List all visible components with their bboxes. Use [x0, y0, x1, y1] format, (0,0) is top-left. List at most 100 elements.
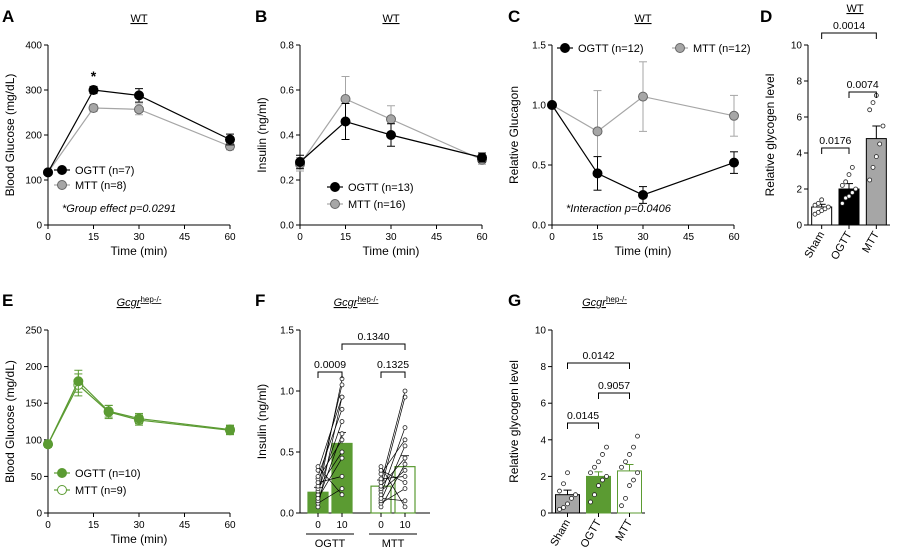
panel-letter-a: A — [2, 7, 14, 26]
paired-line — [380, 457, 406, 487]
comparison-bracket — [821, 147, 850, 154]
paired-point — [402, 455, 408, 461]
y-tick-label: 2 — [540, 472, 546, 483]
bar — [586, 475, 611, 514]
y-tick-label: 150 — [25, 399, 42, 410]
paired-line — [380, 439, 406, 475]
paired-line — [317, 488, 343, 504]
data-point — [134, 413, 144, 424]
scatter-point — [867, 107, 873, 113]
panel-letter-f: F — [255, 291, 265, 310]
scatter-point — [561, 505, 566, 510]
paired-point — [402, 486, 408, 492]
paired-line — [380, 476, 406, 480]
scatter-point — [592, 464, 597, 470]
scatter-point — [561, 481, 566, 487]
y-axis-label: Relative glycogen level — [507, 360, 521, 483]
series-line — [47, 89, 231, 173]
scatter-point — [557, 506, 562, 512]
x-tick-label: 30 — [133, 520, 145, 531]
paired-point — [339, 394, 345, 400]
chart-title-text: WT — [130, 13, 147, 25]
data-point — [547, 100, 557, 110]
data-point — [88, 103, 99, 113]
data-point — [592, 168, 603, 179]
legend-marker — [560, 43, 570, 53]
paired-point — [402, 467, 408, 473]
data-point — [225, 134, 235, 145]
y-tick-label: 6 — [796, 113, 802, 124]
scatter-point — [596, 459, 601, 465]
chart-title-superscript: hep-/- — [606, 295, 627, 304]
data-point — [638, 190, 648, 200]
paired-point — [402, 480, 408, 485]
scatter-point — [557, 488, 562, 494]
paired-point — [402, 473, 408, 479]
comparison-p-value: 0.1325 — [377, 359, 409, 371]
legend-marker — [330, 182, 340, 192]
scatter-point — [877, 141, 883, 147]
scatter-point — [565, 470, 570, 476]
y-tick-label: 0.0 — [280, 509, 294, 520]
y-tick-label: 0 — [796, 221, 802, 232]
y-tick-label: 300 — [25, 86, 42, 97]
chart-title-E: Gcgrhep-/- — [117, 295, 162, 309]
data-point — [386, 130, 396, 140]
group-label: OGTT — [315, 538, 346, 550]
comparison-p-value: 0.0142 — [582, 350, 614, 362]
paired-line — [317, 433, 343, 501]
y-tick-label: 100 — [25, 435, 42, 446]
x-tick-label: 30 — [637, 232, 649, 243]
x-axis-label: Time (min) — [363, 244, 420, 258]
x-tick-label: 30 — [385, 232, 397, 243]
paired-line — [380, 427, 406, 495]
paired-line — [380, 469, 406, 483]
scatter-point — [592, 492, 597, 498]
legend-label: MTT (n=12) — [693, 43, 751, 55]
y-tick-label: 1.5 — [280, 326, 294, 337]
y-tick-label: 8 — [540, 362, 546, 373]
x-tick-label: 30 — [133, 232, 145, 243]
x-tick-label: 60 — [224, 520, 236, 531]
panel-g-chart: Gcgrhep-/- 0 2 4 6 8 10 Relative glycogen level… — [507, 295, 645, 550]
paired-point — [378, 464, 384, 470]
chart-title-text: Gcgr — [117, 297, 142, 309]
y-tick-label: 200 — [25, 362, 42, 373]
data-point — [477, 152, 487, 163]
y-tick-label: 200 — [25, 131, 42, 142]
x-tick-label: MTT — [860, 229, 882, 255]
comparison-bracket — [567, 362, 630, 369]
x-tick-label: 0 — [549, 232, 555, 243]
comparison-p-value: 0.9057 — [598, 380, 630, 392]
y-tick-label: 1.0 — [532, 101, 546, 112]
y-tick-label: 0.4 — [280, 131, 294, 142]
chart-title-text: WT — [634, 13, 651, 25]
scatter-point — [819, 197, 825, 203]
x-tick-label: 45 — [431, 232, 443, 243]
scatter-point — [600, 452, 605, 457]
paired-point — [339, 431, 345, 437]
panel-letter-e: E — [2, 291, 13, 310]
legend-label: OGTT (n=10) — [75, 468, 141, 480]
legend-label: OGTT (n=7) — [75, 165, 134, 177]
scatter-point — [867, 177, 873, 183]
comparison-bracket — [598, 392, 630, 399]
significance-star: * — [91, 68, 97, 84]
scatter-point — [604, 473, 609, 479]
scatter-point — [870, 100, 876, 105]
y-axis-label: Blood Glucose (mg/dL) — [3, 360, 17, 483]
x-axis-label: Time (min) — [111, 244, 168, 258]
y-axis-label: Insulin (ng/ml) — [255, 97, 269, 172]
x-tick-label: 0 — [45, 232, 51, 243]
legend-label: MTT (n=16) — [348, 199, 406, 211]
series-line — [551, 104, 735, 196]
x-tick-label: 45 — [683, 232, 695, 243]
paired-point — [339, 419, 345, 424]
chart-title-G: Gcgrhep-/- — [582, 295, 627, 309]
paired-point — [339, 455, 345, 461]
scatter-point — [619, 503, 624, 509]
group-label: MTT — [382, 538, 405, 550]
scatter-point — [846, 193, 852, 199]
legend-label: MTT (n=8) — [75, 180, 126, 192]
